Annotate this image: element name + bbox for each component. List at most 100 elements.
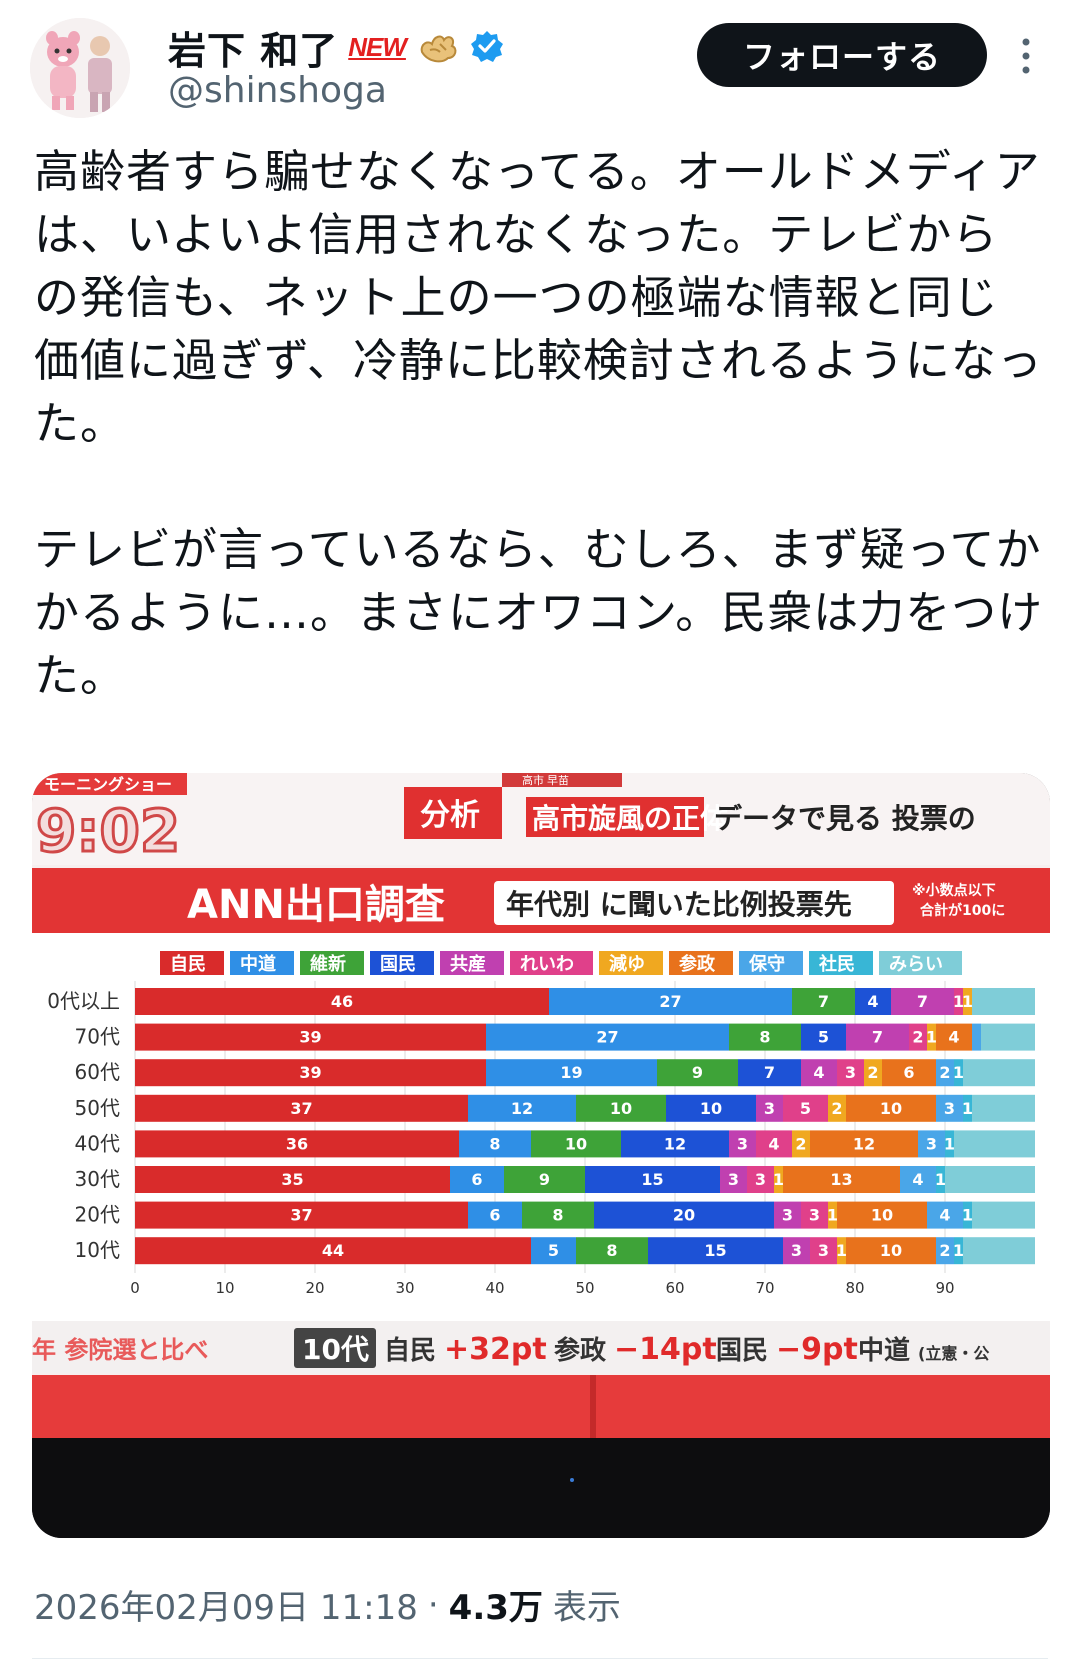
chart-x-ticks: 0 10 20 30 40 50 60 70 80 90 [130, 1279, 954, 1297]
bar-segment [450, 1166, 504, 1193]
analysis-tag: 分析 [420, 798, 480, 833]
bar-data-label: 2 [831, 1099, 842, 1118]
caption-p3-value: −9pt [776, 1332, 858, 1367]
bar-data-label: 3 [755, 1170, 766, 1189]
bar-data-label: 2 [867, 1063, 878, 1082]
legend-swatch [440, 951, 504, 975]
category-label: 70代 [75, 1025, 120, 1049]
user-handle[interactable]: @shinshoga [168, 70, 387, 111]
bar-segment [810, 1130, 918, 1158]
bar-segment [954, 1059, 963, 1087]
verified-badge-icon [470, 29, 504, 67]
bar-data-label: 7 [917, 992, 928, 1011]
bar-segment [135, 1237, 531, 1265]
bar-data-label: 2 [795, 1134, 806, 1153]
bar-segment [801, 1059, 837, 1087]
bar-data-label: 3 [926, 1134, 937, 1153]
bar-data-label: 4 [912, 1170, 923, 1189]
bar-segment [846, 1094, 936, 1122]
legend-swatch [230, 951, 294, 975]
bar-data-label: 1 [926, 1028, 937, 1047]
caption-p2-value: −14pt [614, 1332, 717, 1367]
bar-data-label: 1 [773, 1170, 784, 1189]
bar-segment [135, 1201, 468, 1229]
bar-segment [576, 1094, 666, 1122]
bar-segment [774, 1201, 801, 1229]
tweet-media-image[interactable]: モーニングショー 9:02 高市 早苗 分析 高市旋風の正体 データで見る 投票… [32, 773, 1050, 1538]
caption-p1-label: 自民 [384, 1335, 436, 1366]
bar-data-label: 3 [764, 1099, 775, 1118]
caption-p1-value: +32pt [444, 1332, 547, 1367]
bar-segment [828, 1201, 837, 1229]
lower-red-strip [32, 1375, 1050, 1438]
bar-segment [954, 1237, 963, 1265]
legend-label: 共産 [450, 953, 486, 975]
bar-data-label: 8 [489, 1134, 500, 1153]
bar-segment [747, 1166, 774, 1193]
bar-segment [963, 1094, 972, 1122]
bar-data-label: 8 [606, 1241, 617, 1260]
bar-segment [531, 1237, 576, 1265]
bar-segment [963, 988, 972, 1015]
analysis-tag-bg [404, 787, 502, 839]
bar-data-label: 10 [565, 1134, 587, 1153]
bar-remainder [945, 1166, 1035, 1193]
bar-segment [648, 1237, 783, 1265]
caption-p3-label: 国民 [716, 1336, 768, 1366]
bar-data-label: 5 [818, 1028, 829, 1047]
more-vertical-icon[interactable] [1016, 34, 1036, 78]
legend-swatch [879, 951, 962, 975]
follow-button[interactable]: フォローする [697, 23, 987, 87]
bar-data-label: 12 [511, 1099, 533, 1118]
bar-data-label: 10 [700, 1099, 722, 1118]
bar-data-label: 12 [853, 1134, 875, 1153]
bar-segment [468, 1094, 576, 1122]
bar-data-label: 27 [659, 992, 681, 1011]
caption-left: 年 参院選と比べ [32, 1336, 208, 1364]
legend-swatch [510, 951, 593, 975]
headline-box-bg [526, 797, 704, 837]
bar-data-label: 10 [880, 1241, 902, 1260]
display-name[interactable]: 岩下 和了 [168, 29, 339, 73]
caption-p4-label: 中道 [858, 1335, 910, 1366]
avatar[interactable] [30, 18, 130, 118]
caption-tag-bg [294, 1328, 376, 1368]
tweet-meta: 2026年02月09日 11:18 · 4.3万 表示 [34, 1580, 621, 1629]
tweet-date[interactable]: 2026年02月09日 11:18 [34, 1588, 418, 1628]
x-tick-label: 0 [130, 1279, 140, 1297]
bar-data-label: 37 [290, 1206, 312, 1225]
category-label: 40代 [75, 1131, 120, 1155]
bar-data-label: 1 [827, 1206, 838, 1225]
note-line-1: ※小数点以下 [912, 882, 996, 899]
bar-data-label: 44 [322, 1241, 344, 1260]
bar-remainder [954, 1130, 1035, 1158]
bar-segment [657, 1059, 738, 1087]
bar-segment [945, 1130, 954, 1158]
bar-segment [459, 1130, 531, 1158]
tv-indicator-light [570, 1478, 574, 1482]
bar-segment [486, 1023, 729, 1051]
legend-label: 減ゆ [609, 953, 645, 975]
bar-data-label: 15 [641, 1170, 663, 1189]
bar-data-label: 7 [764, 1063, 775, 1082]
bar-data-label: 3 [809, 1206, 820, 1225]
bar-data-label: 8 [759, 1028, 770, 1047]
bar-data-label: 46 [331, 992, 353, 1011]
bar-data-label: 10 [610, 1099, 632, 1118]
bar-segment [846, 1023, 909, 1051]
bar-segment [864, 1059, 882, 1087]
legend-label: 国民 [380, 954, 416, 975]
bar-data-label: 15 [704, 1241, 726, 1260]
bar-segment [792, 1130, 810, 1158]
legend-swatch [160, 951, 224, 975]
bar-data-label: 4 [939, 1206, 950, 1225]
bar-remainder [972, 988, 1035, 1015]
bar-segment [666, 1094, 756, 1122]
x-tick-label: 70 [755, 1279, 774, 1297]
bar-segment [522, 1201, 594, 1229]
bar-data-label: 37 [290, 1099, 312, 1118]
program-name: モーニングショー [44, 775, 172, 794]
legend-label: 社民 [819, 953, 855, 975]
legend-label: れいわ [520, 954, 574, 975]
bar-data-label: 1 [953, 1063, 964, 1082]
